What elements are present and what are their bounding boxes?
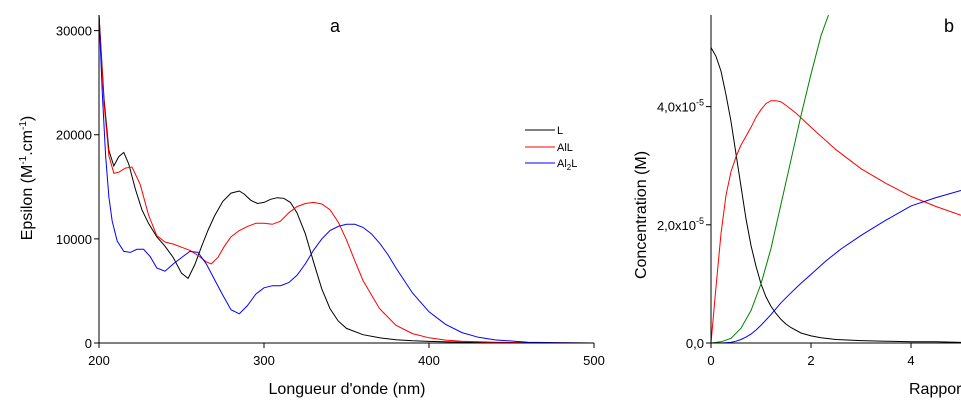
chart-b-series-lines <box>711 14 961 344</box>
chart-b-y-ticks: 0,0 2,0x10-5 4,0x10-5 <box>657 98 711 351</box>
chart-a-legend: L AlL Al2L <box>525 125 577 172</box>
chart-b-x-tick-label: 0 <box>707 353 714 368</box>
chart-a-y-axis-title-sup2: -1 <box>18 121 29 130</box>
chart-a-legend-label-all: AlL <box>557 142 573 154</box>
chart-b-plot <box>711 14 961 344</box>
chart-a-series-line-2 <box>99 14 594 344</box>
chart-b-y-tick-label: 2,0x10-5 <box>657 216 704 233</box>
chart-a-y-axis-title-mid: .cm <box>19 130 36 156</box>
chart-a-legend-item-all: AlL <box>525 142 573 154</box>
chart-a-y-axis-title-main: Epsilon (M <box>19 165 36 241</box>
chart-a-y-axis-title-end: ) <box>19 116 36 121</box>
chart-a-y-tick-label: 20000 <box>56 128 92 143</box>
chart-a-y-tick-label: 0 <box>85 336 92 351</box>
chart-a-x-ticks: 200 300 400 500 <box>88 343 605 368</box>
chart-a-x-tick-label: 200 <box>88 353 110 368</box>
chart-a-series-line-0 <box>99 14 594 344</box>
chart-a-legend-item-l: L <box>525 125 563 137</box>
chart-b-x-axis-title: Rapport <box>909 381 961 398</box>
chart-b-y-tick-label: 0,0 <box>686 336 704 351</box>
chart-a-y-tick-label: 30000 <box>56 24 92 39</box>
chart-b: 0 2 4 0,0 2,0x10-5 4,0x10-5 b Rapport Concen… <box>633 14 961 398</box>
chart-a-legend-item-al2l: Al2L <box>525 158 577 172</box>
chart-b-y-tick-label: 4,0x10-5 <box>657 98 704 115</box>
chart-a-x-axis-title: Longueur d'onde (nm) <box>269 381 426 398</box>
chart-a-plot <box>99 14 594 344</box>
chart-a-y-axis-title-sup1: -1 <box>18 155 29 164</box>
chart-a: 200 300 400 500 0 10000 20000 30000 a Longueur… <box>18 14 605 398</box>
chart-b-series-line-1 <box>711 100 961 344</box>
chart-b-x-tick-label: 4 <box>907 353 914 368</box>
chart-b-series-line-2 <box>711 14 829 344</box>
chart-a-series-lines <box>99 14 594 344</box>
chart-b-y-axis-title: Concentration (M) <box>633 151 650 279</box>
chart-a-y-axis-title: Epsilon (M-1.cm-1) <box>18 116 36 241</box>
chart-a-y-ticks: 0 10000 20000 30000 <box>56 24 99 351</box>
chart-b-panel-label: b <box>944 16 954 36</box>
chart-a-legend-label-al2l: Al2L <box>557 158 577 172</box>
chart-b-x-ticks: 0 2 4 <box>707 343 915 368</box>
chart-a-x-tick-label: 300 <box>253 353 275 368</box>
chart-b-series-line-3 <box>711 190 961 344</box>
chart-a-y-tick-label: 10000 <box>56 232 92 247</box>
chart-a-x-tick-label: 500 <box>583 353 605 368</box>
chart-a-series-line-1 <box>99 14 594 344</box>
chart-b-series-line-0 <box>711 47 961 343</box>
chart-a-legend-label-l: L <box>557 125 563 137</box>
chart-b-x-tick-label: 2 <box>807 353 814 368</box>
chart-a-x-tick-label: 400 <box>418 353 440 368</box>
chart-a-panel-label: a <box>330 16 341 36</box>
